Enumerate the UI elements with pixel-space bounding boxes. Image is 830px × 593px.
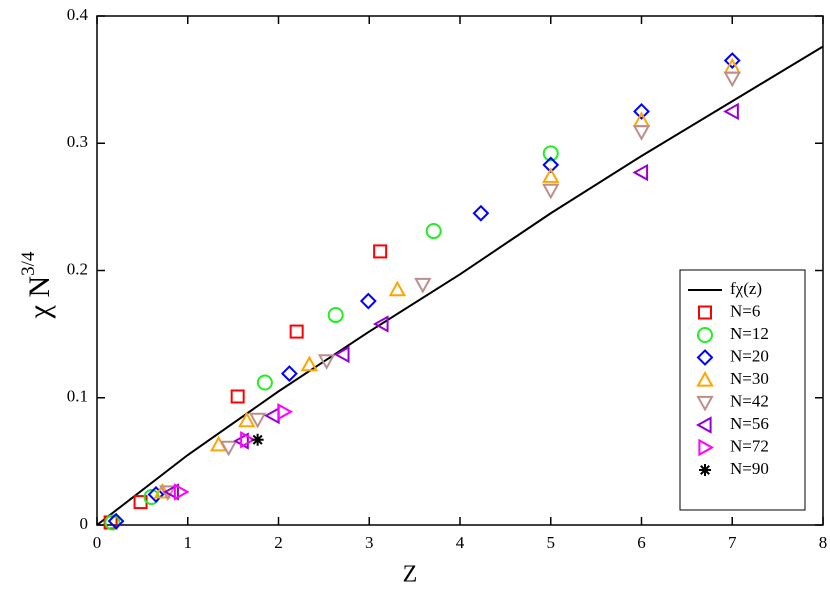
- point: [333, 345, 350, 364]
- x-tick-label: 6: [637, 533, 646, 552]
- y-tick-label: 0: [80, 514, 89, 533]
- point: [219, 440, 238, 457]
- fit-line: [96, 45, 824, 526]
- legend-marker: [698, 305, 712, 320]
- y-axis-label-exponent: 3/4: [18, 251, 39, 276]
- point: [248, 412, 267, 429]
- point: [472, 204, 490, 222]
- legend-label: N=72: [730, 436, 769, 455]
- point: [633, 103, 650, 120]
- legend-label: N=6: [730, 301, 760, 320]
- x-tick-label: 3: [365, 533, 374, 552]
- y-tick-label: 0.1: [67, 387, 88, 406]
- point: [317, 354, 336, 370]
- y-axis-label: χ N3/4: [18, 251, 56, 319]
- x-tick-label: 4: [456, 533, 465, 552]
- x-axis-label: Z: [403, 562, 418, 588]
- point: [277, 403, 294, 421]
- point: [238, 411, 256, 428]
- point: [372, 315, 389, 333]
- point: [173, 483, 190, 501]
- point: [414, 277, 432, 294]
- legend-label: N=56: [730, 414, 769, 433]
- point: [107, 512, 125, 530]
- legend-marker: [696, 395, 714, 412]
- point: [425, 223, 442, 240]
- x-tick-label: 7: [728, 533, 737, 552]
- x-tick-label: 2: [274, 533, 283, 552]
- legend-marker: [695, 416, 712, 434]
- point: [632, 125, 651, 141]
- point: [147, 486, 165, 503]
- point: [542, 156, 560, 174]
- point: [723, 71, 741, 88]
- legend-marker: [699, 464, 711, 476]
- point: [230, 389, 245, 404]
- point: [723, 52, 741, 69]
- point: [289, 324, 304, 339]
- legend-label: N=90: [730, 459, 769, 478]
- point: [256, 374, 273, 391]
- y-tick-label: 0.3: [67, 132, 88, 151]
- point: [388, 280, 407, 297]
- point: [163, 483, 179, 501]
- point: [251, 433, 264, 446]
- legend-label: N=42: [730, 391, 769, 410]
- point: [542, 167, 560, 183]
- point: [542, 183, 560, 200]
- point: [327, 307, 344, 324]
- y-tick-label: 0.2: [67, 259, 88, 278]
- point: [300, 355, 319, 372]
- x-tick-label: 0: [93, 533, 102, 552]
- legend-marker: [697, 327, 713, 343]
- point: [104, 514, 121, 531]
- point: [263, 406, 280, 425]
- legend-label: N=30: [730, 369, 769, 388]
- y-axis-label-main: χ N: [23, 276, 56, 319]
- point: [542, 145, 559, 162]
- point: [632, 163, 649, 182]
- legend-label: N=12: [730, 324, 769, 343]
- point: [159, 485, 177, 501]
- legend-label: fχ(z): [730, 279, 762, 298]
- point: [723, 102, 739, 121]
- legend-marker: [696, 349, 714, 366]
- point: [240, 431, 256, 449]
- legend-label: N=20: [730, 346, 769, 365]
- y-tick-label: 0.4: [67, 5, 89, 24]
- x-tick-label: 1: [184, 533, 193, 552]
- point: [359, 292, 377, 310]
- point: [373, 244, 388, 259]
- legend-marker: [696, 370, 714, 387]
- x-tick-label: 8: [819, 533, 828, 552]
- x-tick-label: 5: [547, 533, 556, 552]
- point: [280, 365, 298, 382]
- legend-marker: [698, 438, 715, 457]
